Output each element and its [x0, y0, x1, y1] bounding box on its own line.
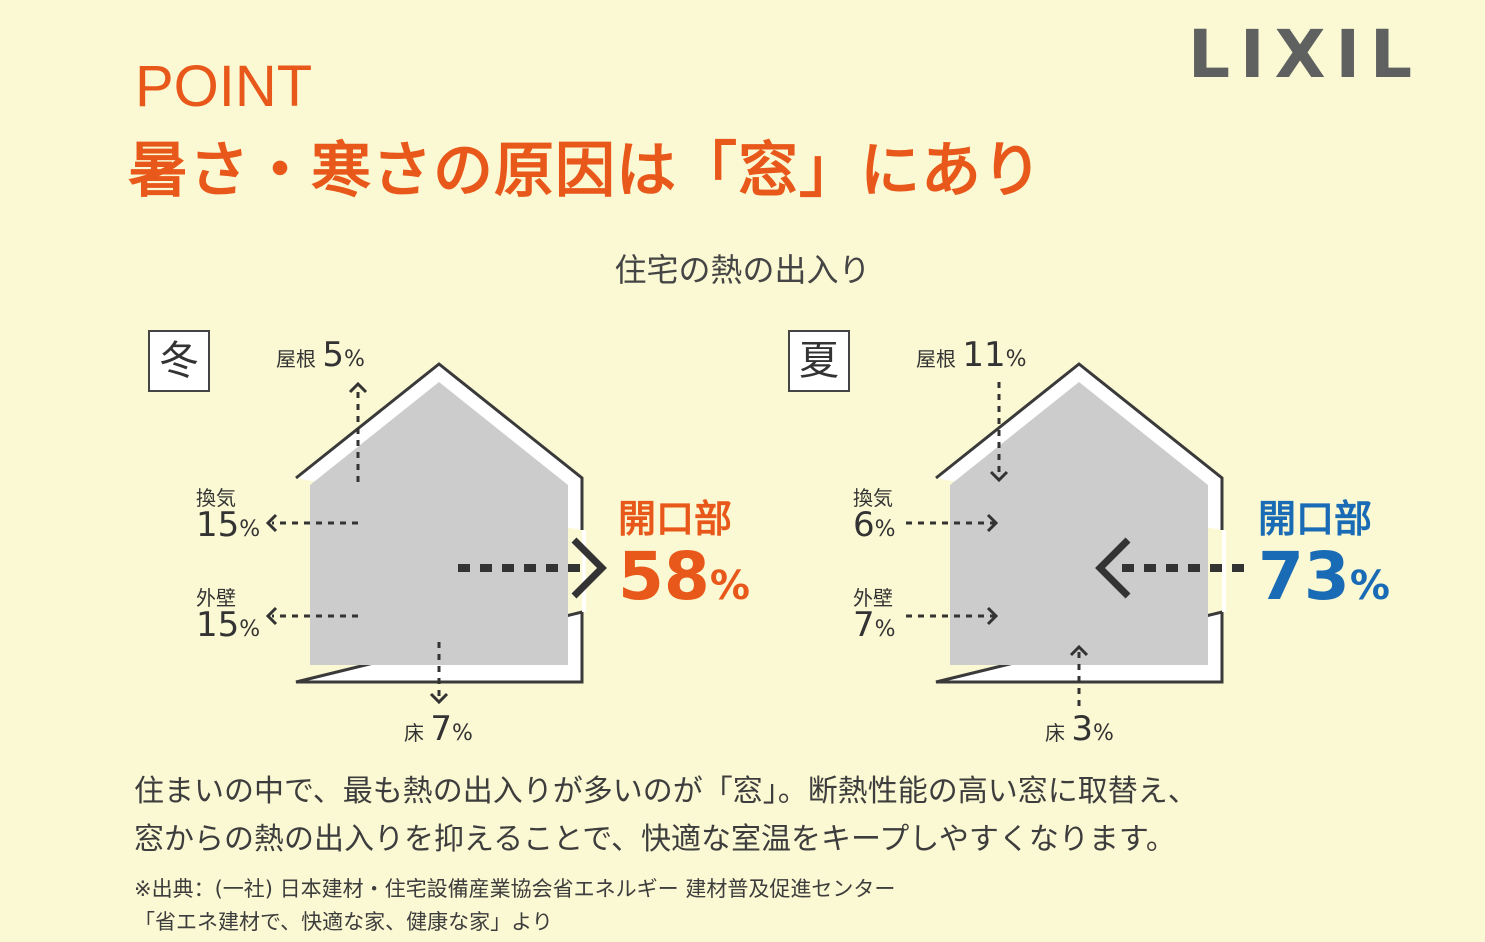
- lixil-logo: LIXIL: [1188, 16, 1423, 93]
- winter-wall-label: 外壁 15%: [196, 586, 261, 645]
- summer-opening-arrow-icon: [1095, 537, 1244, 599]
- summer-roof-arrow-icon: [989, 382, 1009, 483]
- summer-wall-label: 外壁 7%: [853, 586, 896, 645]
- winter-floor-value: 7%: [430, 709, 473, 749]
- summer-ventilation-label: 換気 6%: [853, 486, 896, 545]
- winter-wall-arrow-icon: [265, 606, 358, 626]
- summer-roof-label: 屋根 11%: [916, 335, 1027, 375]
- summer-opening-value: 73%: [1258, 538, 1390, 615]
- summer-ventilation-arrow-icon: [906, 513, 999, 533]
- winter-wall-value: 15%: [196, 605, 261, 645]
- winter-opening-value: 58%: [618, 538, 750, 615]
- summer-opening-label: 開口部: [1258, 497, 1373, 541]
- point-eyebrow: POINT: [135, 54, 313, 119]
- winter-opening-label: 開口部: [618, 497, 733, 541]
- diagram-title: 住宅の熱の出入り: [614, 251, 871, 289]
- summer-floor-arrow-icon: [1069, 644, 1089, 706]
- winter-ventilation-label: 換気 15%: [196, 486, 261, 545]
- source-note: ※出典：(一社) 日本建材・住宅設備産業協会省エネルギー 建材普及促進センター …: [134, 877, 896, 934]
- winter-opening-arrow-icon: [458, 537, 607, 599]
- winter-floor-arrow-icon: [429, 642, 449, 705]
- winter-floor-label: 床 7%: [404, 709, 473, 749]
- winter-roof-value: 5%: [322, 335, 365, 375]
- winter-roof-arrow-icon: [348, 381, 368, 482]
- winter-ventilation-arrow-icon: [265, 513, 358, 533]
- winter-opening-callout: 開口部 58%: [618, 500, 750, 610]
- winter-season-badge: 冬: [148, 330, 210, 392]
- summer-floor-label: 床 3%: [1045, 709, 1114, 749]
- body-text: 住まいの中で、最も熱の出入りが多いのが「窓」。断熱性能の高い窓に取替え、 窓から…: [134, 774, 1198, 857]
- winter-ventilation-value: 15%: [196, 505, 261, 545]
- summer-opening-callout: 開口部 73%: [1258, 500, 1390, 610]
- summer-floor-value: 3%: [1071, 709, 1114, 749]
- summer-ventilation-value: 6%: [853, 505, 896, 545]
- headline: 暑さ・寒さの原因は「窓」にあり: [128, 136, 1043, 206]
- summer-roof-value: 11%: [962, 335, 1027, 375]
- summer-season-badge: 夏: [788, 330, 850, 392]
- winter-house-icon: [295, 362, 586, 684]
- winter-roof-label: 屋根 5%: [276, 335, 365, 375]
- summer-wall-arrow-icon: [906, 606, 999, 626]
- summer-wall-value: 7%: [853, 605, 896, 645]
